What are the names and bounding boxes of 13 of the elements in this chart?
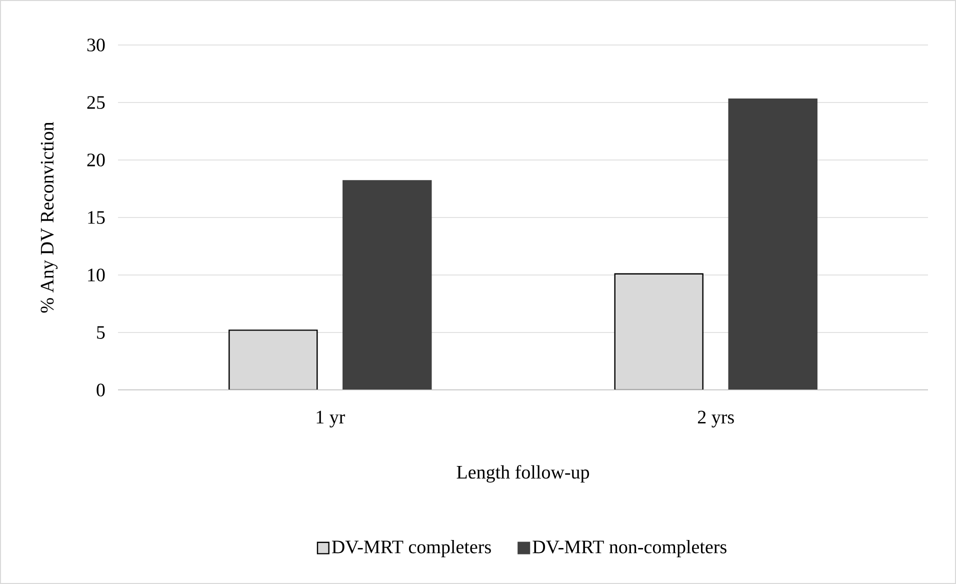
y-tick-label: 0 bbox=[96, 384, 105, 396]
x-axis-title: Length follow-up bbox=[456, 465, 590, 483]
y-axis-title: % Any DV Reconviction bbox=[40, 122, 58, 313]
legend-label: DV-MRT non-completers bbox=[532, 540, 726, 558]
y-tick-label: 15 bbox=[88, 211, 105, 224]
y-tick-label: 5 bbox=[97, 326, 105, 339]
y-tick-label: 30 bbox=[87, 38, 105, 52]
y-tick-label: 10 bbox=[88, 268, 105, 282]
x-tick-label: 1 yr bbox=[316, 410, 346, 428]
x-tick-label: 2 yrs bbox=[698, 410, 734, 428]
y-tick-label: 25 bbox=[87, 96, 105, 109]
legend-label: DV-MRT completers bbox=[332, 540, 491, 558]
y-tick-label: 20 bbox=[87, 154, 105, 166]
